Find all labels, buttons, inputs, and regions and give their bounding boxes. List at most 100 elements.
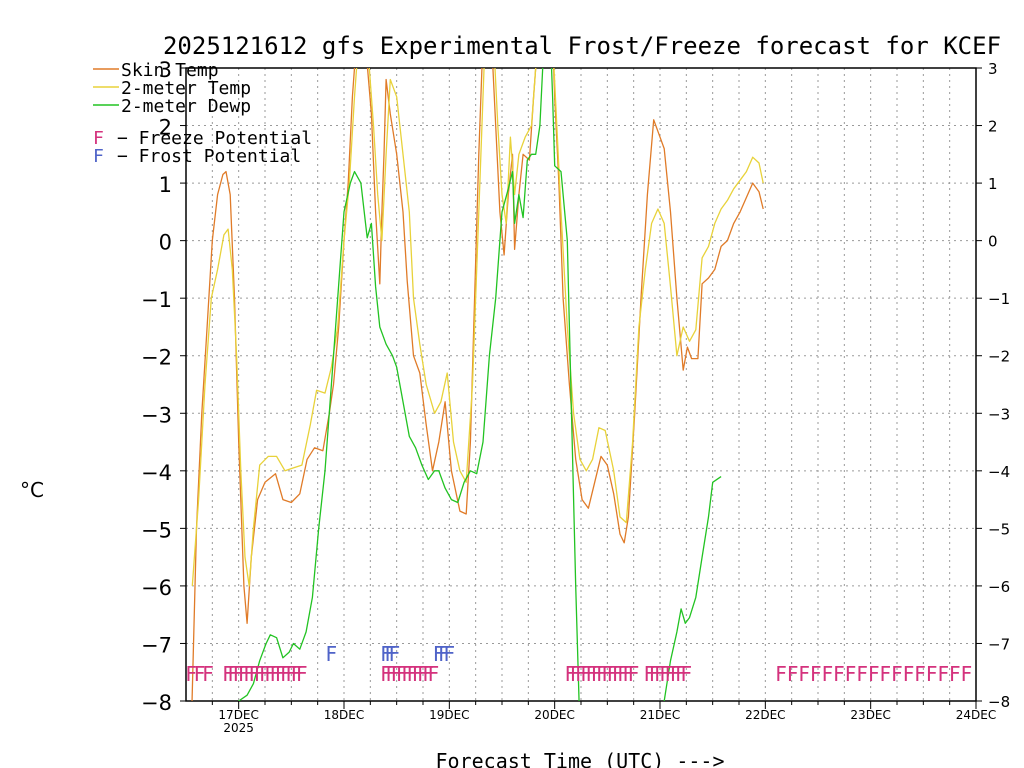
legend-marker-frost-potential: F [93,146,104,167]
y-tick-label-right: −8 [988,693,1010,711]
freeze-potential-marker: F [428,662,440,686]
x-axis-label: Forecast Time (UTC) ---> [436,749,725,768]
y-tick-label: 2 [159,116,172,140]
freeze-potential-marker: F [565,662,577,686]
freeze-potential-marker: F [222,662,234,686]
freeze-potential-marker: F [423,662,435,686]
freeze-potential-marker: F [249,662,261,686]
freeze-potential-marker: F [265,662,277,686]
freeze-potential-marker: F [233,662,245,686]
y-tick-label: −1 [141,288,172,312]
freeze-potential-marker: F [575,662,587,686]
freeze-potential-marker: F [296,662,308,686]
y-tick-label-right: 2 [988,118,998,136]
freeze-potential-marker: F [654,662,666,686]
freeze-potential-marker: F [607,662,619,686]
freeze-potential-marker: F [270,662,282,686]
freeze-potential-marker: F [822,662,834,686]
freeze-potential-marker: F [570,662,582,686]
series-skin-temp [191,68,764,701]
frost-potential-marker: F [433,642,445,666]
x-tick-sublabel: 2025 [223,721,254,735]
freeze-potential-marker: F [612,662,624,686]
freeze-potential-marker: F [291,662,303,686]
freeze-potential-marker: F [880,662,892,686]
freeze-potential-marker: F [596,662,608,686]
freeze-potential-marker: F [280,662,292,686]
y-tick-label: 0 [159,231,172,255]
freeze-potential-marker: F [417,662,429,686]
y-tick-label: −7 [141,633,172,657]
frost-potential-marker: F [380,642,392,666]
frost-potential-marker: F [438,642,450,666]
freeze-potential-marker: F [856,662,868,686]
legend-label-freeze-potential: − Freeze Potential [117,128,312,149]
freeze-potential-marker: F [228,662,240,686]
series-2-meter-temp [191,68,764,587]
freeze-potential-marker: F [868,662,880,686]
freeze-potential-marker: F [586,662,598,686]
series-2-meter-dewp [238,68,722,701]
freeze-potential-marker: F [581,662,593,686]
x-tick-label: 18DEC [324,708,364,722]
freeze-potential-marker: F [238,662,250,686]
y-tick-label-right: 3 [988,60,998,78]
freeze-potential-marker: F [949,662,961,686]
y-tick-label: −8 [141,691,172,715]
plot-frame [185,67,977,702]
freeze-potential-marker: F [386,662,398,686]
freeze-potential-marker: F [644,662,656,686]
x-tick-label: 17DEC [218,708,258,722]
frost-potential-marker: F [389,642,401,666]
x-tick-label: 21DEC [640,708,680,722]
freeze-potential-marker: F [286,662,298,686]
freeze-potential-marker: F [275,662,287,686]
freeze-potential-marker: F [391,662,403,686]
freeze-potential-marker: F [914,662,926,686]
freeze-potential-marker: F [775,662,787,686]
chart-title: 2025121612 gfs Experimental Frost/Freeze… [163,32,1001,60]
freeze-potential-marker: F [617,662,629,686]
freeze-potential-marker: F [938,662,950,686]
freeze-potential-marker: F [675,662,687,686]
frost-potential-marker: F [326,642,338,666]
x-tick-label: 23DEC [850,708,890,722]
y-tick-label: −5 [141,518,172,542]
y-tick-label-right: −7 [988,635,1010,653]
frost-potential-marker: F [444,642,456,666]
y-tick-label-right: −4 [988,463,1010,481]
freeze-potential-marker: F [670,662,682,686]
freeze-potential-marker: F [961,662,973,686]
freeze-potential-marker: F [623,662,635,686]
series-group [191,68,764,701]
freeze-potential-marker: F [591,662,603,686]
freeze-potential-marker: F [665,662,677,686]
freeze-potential-marker: F [602,662,614,686]
frost-potential-marker: F [385,642,397,666]
freeze-potential-marker: F [810,662,822,686]
freeze-potential-marker: F [401,662,413,686]
freeze-potential-marker: F [649,662,661,686]
y-tick-label-right: −1 [988,290,1010,308]
x-tick-label: 19DEC [429,708,469,722]
freeze-potential-marker: F [799,662,811,686]
freeze-potential-marker: F [628,662,640,686]
freeze-potential-marker: F [787,662,799,686]
freeze-potential-marker: F [903,662,915,686]
freeze-potential-marker: F [681,662,693,686]
legend-marker-freeze-potential: F [93,128,104,149]
x-tick-label: 24DEC [956,708,996,722]
legend-label-2-meter-dewp: 2-meter Dewp [121,96,251,117]
x-tick-label: 20DEC [534,708,574,722]
freeze-potential-marker: F [186,662,198,686]
x-tick-label: 22DEC [745,708,785,722]
y-tick-label-right: −6 [988,578,1010,596]
legend-label-skin-temp: Skin Temp [121,60,219,81]
y-tick-label: −3 [141,403,172,427]
freeze-potential-marker: F [254,662,266,686]
y-tick-label-right: 0 [988,233,998,251]
legend-label-frost-potential: − Frost Potential [117,146,301,167]
freeze-potential-marker: F [243,662,255,686]
y-tick-label: −4 [141,461,172,485]
